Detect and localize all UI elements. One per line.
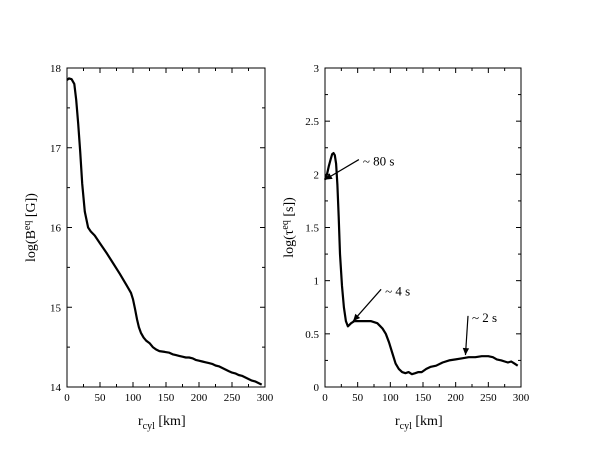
x-tick-label: 200 xyxy=(447,392,464,404)
plot-frame xyxy=(324,67,522,388)
annotation-label: ~ 80 s xyxy=(363,154,395,169)
series-line xyxy=(66,77,263,386)
y-axis-label: log(Beq [G]) xyxy=(22,193,39,262)
annotation-arrowhead xyxy=(353,313,361,322)
y-tick-label: 2 xyxy=(314,169,320,181)
y-tick-label: 0 xyxy=(314,382,320,394)
y-tick-label: 17 xyxy=(50,143,62,155)
x-tick-label: 300 xyxy=(513,392,530,404)
x-tick-label: 100 xyxy=(382,392,399,404)
x-tick-label: 100 xyxy=(125,392,142,404)
panel-magnetic-field: 0 50 100 150 200 250 300 14 15 16 17 18 rcyl [km] log… xyxy=(22,63,274,432)
annotation-arrow xyxy=(352,288,382,322)
x-tick-label: 250 xyxy=(224,392,241,404)
x-tick-label: 250 xyxy=(480,392,497,404)
panel-timescale: 0 50 100 150 200 250 300 0 0.5 1 1.5 2 2.5 3 rcyl [km]… xyxy=(280,63,530,432)
y-tick-label: 16 xyxy=(50,223,62,235)
x-tick-label: 50 xyxy=(95,392,107,404)
y-tick-label: 18 xyxy=(50,63,62,75)
x-tick-label: 300 xyxy=(257,392,274,404)
x-axis-label: rcyl [km] xyxy=(395,414,443,432)
annotation-arrowhead xyxy=(325,173,333,180)
series-line xyxy=(323,152,519,376)
x-tick-label: 150 xyxy=(158,392,175,404)
x-tick-label: 50 xyxy=(352,392,364,404)
x-tick-label: 150 xyxy=(415,392,432,404)
annotation-label: ~ 4 s xyxy=(385,283,410,298)
x-tick-label: 0 xyxy=(64,392,70,404)
x-axis-label: rcyl [km] xyxy=(138,414,186,432)
y-tick-label: 14 xyxy=(50,382,62,394)
y-tick-label: 3 xyxy=(314,63,320,75)
y-tick-label: 1 xyxy=(314,276,320,288)
x-tick-label: 200 xyxy=(191,392,208,404)
x-tick-label: 0 xyxy=(322,392,328,404)
y-tick-label: 1.5 xyxy=(305,223,319,235)
annotation-arrowhead xyxy=(462,347,470,356)
plot-frame xyxy=(66,67,266,388)
y-tick-label: 15 xyxy=(50,302,62,314)
y-tick-label: 0.5 xyxy=(305,329,319,341)
annotation-label: ~ 2 s xyxy=(472,310,497,325)
y-tick-label: 2.5 xyxy=(305,116,319,128)
y-axis-label: log(τeq [s]) xyxy=(280,197,297,258)
